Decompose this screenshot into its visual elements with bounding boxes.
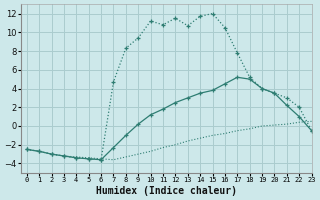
X-axis label: Humidex (Indice chaleur): Humidex (Indice chaleur) bbox=[96, 186, 236, 196]
